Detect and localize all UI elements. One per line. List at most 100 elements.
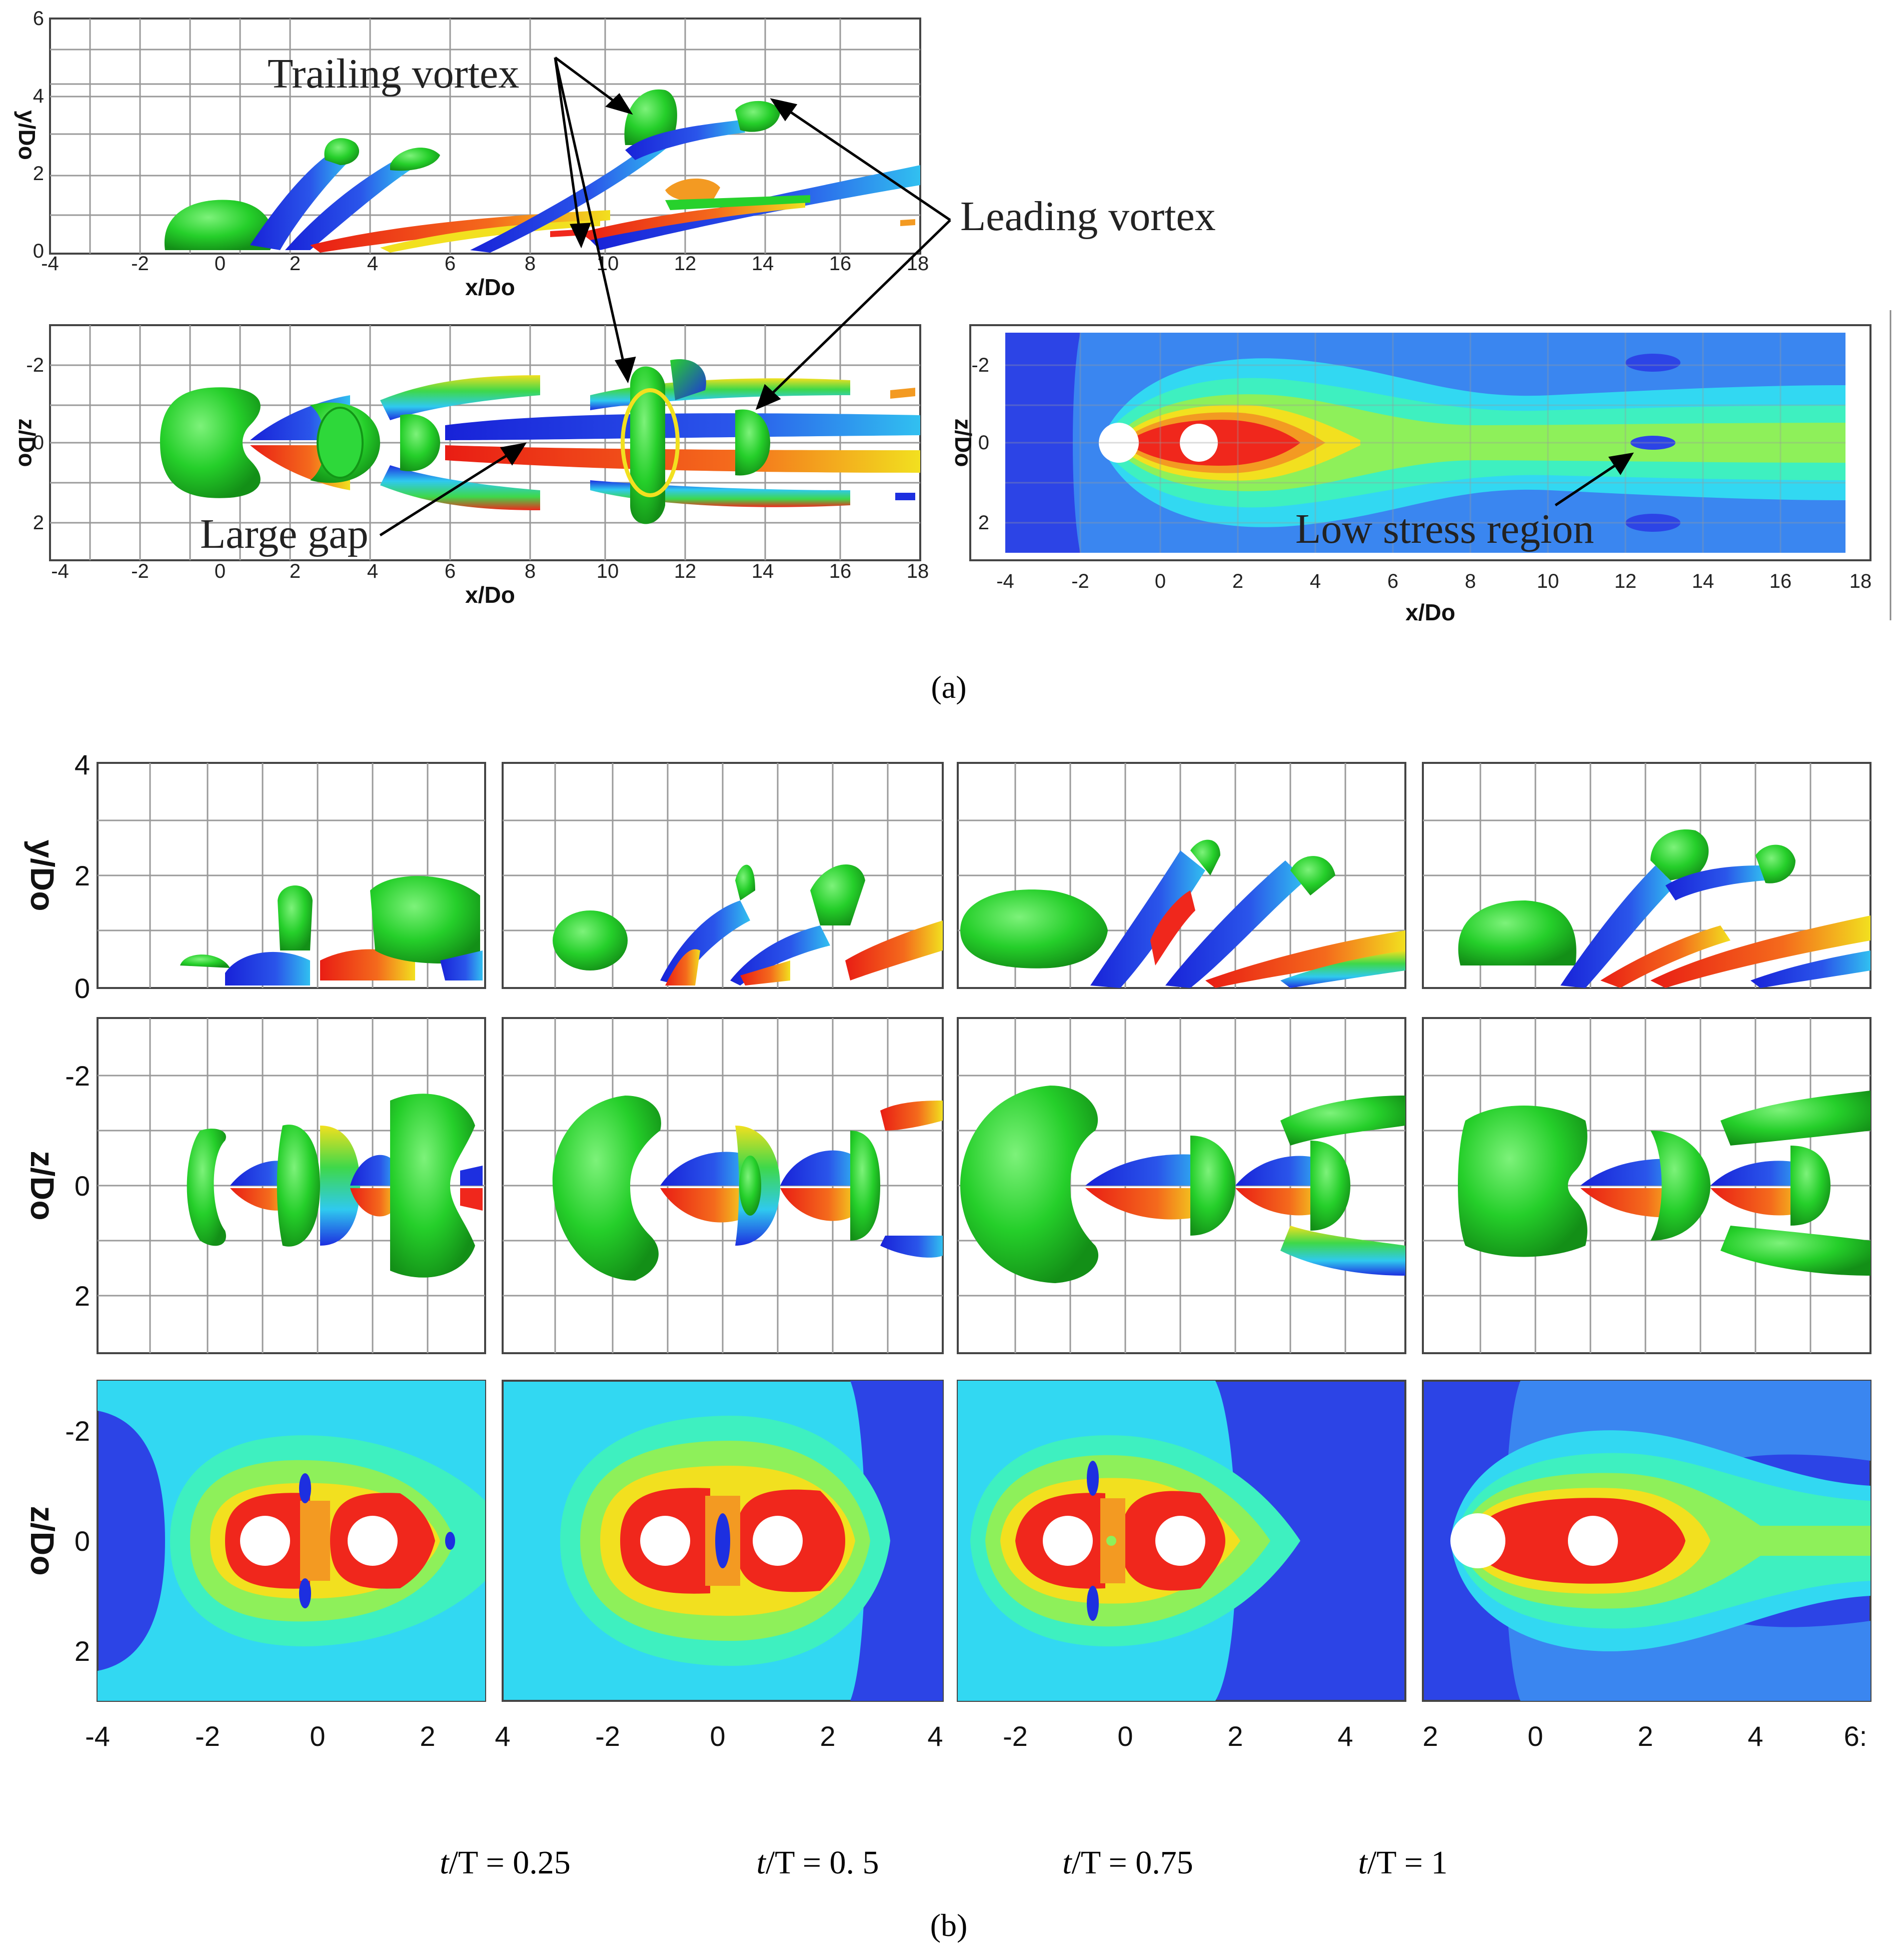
low-stress-region-label: Low stress region <box>1295 506 1594 552</box>
annotation-arrows <box>379 56 1634 537</box>
panel-a-annotations: Trailing vortex Leading vortex Large gap… <box>200 51 1634 705</box>
panel-b-col2-xticks: 4 -2 0 2 4 <box>495 1720 943 1752</box>
x-tick: -2 <box>595 1720 620 1752</box>
x-tick: 0 <box>1527 1720 1543 1752</box>
x-tick: -4 <box>996 570 1014 592</box>
time-label-1: t/T = 0.25 <box>440 1844 571 1881</box>
y-tick: 4 <box>75 749 90 780</box>
x-tick: 0 <box>710 1720 725 1752</box>
x-tick: 2 <box>1227 1720 1243 1752</box>
x-tick: -4 <box>51 560 69 582</box>
x-tick: 18 <box>907 253 929 275</box>
x-tick: -2 <box>1071 570 1089 592</box>
y-tick: 0 <box>33 240 44 262</box>
x-tick: 0 <box>310 1720 325 1752</box>
x-tick: 2 <box>1422 1720 1438 1752</box>
panel-a-side-yticks: 0 2 4 6 <box>33 8 44 262</box>
x-tick: 16 <box>1769 570 1792 592</box>
y-tick: 0 <box>75 1525 90 1557</box>
large-gap-label: Large gap <box>200 511 369 557</box>
x-tick: 2 <box>290 253 301 275</box>
y-tick: 0 <box>978 432 989 454</box>
y-axis-label: z/Do <box>14 418 40 467</box>
x-tick: 8 <box>525 253 536 275</box>
x-tick: -2 <box>195 1720 220 1752</box>
panel-a-side-grid <box>50 19 920 254</box>
panel-a-top-view: -2 0 2 -4 -2 0 2 4 6 8 10 12 14 16 18 x/… <box>14 324 929 608</box>
x-tick: 2 <box>1232 570 1243 592</box>
y-axis-label-side: y/Do <box>24 839 61 911</box>
panel-b-col1 <box>97 762 486 1702</box>
panel-a-label: (a) <box>931 669 966 705</box>
x-tick: 6 <box>445 560 456 582</box>
x-tick: 14 <box>752 253 774 275</box>
y-tick: 6 <box>33 8 44 30</box>
x-tick: 8 <box>1465 570 1476 592</box>
x-tick: -4 <box>85 1720 110 1752</box>
panel-b-time-labels: t/T = 0.25 t/T = 0. 5 t/T = 0.75 t/T = 1 <box>440 1844 1447 1881</box>
x-tick: 2 <box>420 1720 435 1752</box>
x-axis-label: x/Do <box>1405 599 1455 625</box>
x-tick: 0 <box>215 253 226 275</box>
y-tick: -2 <box>65 1415 90 1447</box>
y-tick: 4 <box>33 85 44 107</box>
y-axis-label: z/Do <box>950 418 976 467</box>
y-tick: 0 <box>75 972 90 1004</box>
x-tick: -2 <box>131 253 149 275</box>
trailing-vortex-label: Trailing vortex <box>268 51 519 97</box>
x-tick: 16 <box>829 560 852 582</box>
x-tick: 14 <box>752 560 774 582</box>
panel-a-side-xticks: -4 -2 0 2 4 6 8 10 12 14 16 18 <box>41 253 929 275</box>
x-tick: 4 <box>1747 1720 1763 1752</box>
x-tick: 0 <box>1155 570 1166 592</box>
x-axis-label: x/Do <box>465 274 515 300</box>
x-tick: 6: <box>1844 1720 1867 1752</box>
panel-b-col3 <box>957 762 1406 1702</box>
x-tick: 4 <box>1310 570 1321 592</box>
panel-a-stress-yticks: -2 0 2 <box>971 354 989 534</box>
y-tick: -2 <box>65 1060 90 1092</box>
x-tick: 0 <box>215 560 226 582</box>
y-tick: 2 <box>33 163 44 185</box>
time-label-3: t/T = 0.75 <box>1062 1844 1193 1881</box>
x-tick: 16 <box>829 253 852 275</box>
y-axis-label-top: z/Do <box>24 1151 61 1220</box>
y-tick: 2 <box>978 512 989 534</box>
y-tick: 2 <box>75 860 90 891</box>
panel-b-col2 <box>502 762 944 1702</box>
x-tick: 2 <box>1637 1720 1653 1752</box>
y-tick: 2 <box>75 1635 90 1667</box>
panel-b-col4 <box>1422 762 1871 1702</box>
x-tick: 10 <box>597 560 619 582</box>
x-tick: 10 <box>1537 570 1559 592</box>
leading-vortex-label: Leading vortex <box>960 193 1216 240</box>
x-tick: 12 <box>1614 570 1637 592</box>
x-tick: -2 <box>1003 1720 1028 1752</box>
x-tick: 4 <box>1337 1720 1353 1752</box>
x-tick: 4 <box>367 560 378 582</box>
y-tick: 0 <box>33 432 44 454</box>
x-tick: -2 <box>131 560 149 582</box>
panel-a-stress-xticks: -4 -2 0 2 4 6 8 10 12 14 16 18 <box>996 570 1871 592</box>
x-tick: 0 <box>1117 1720 1133 1752</box>
panel-b-axes: y/Do z/Do z/Do 0 2 4 -2 0 2 -2 0 2 -4 -2… <box>24 749 1867 1752</box>
y-tick: -2 <box>26 354 44 376</box>
x-tick: 12 <box>674 253 697 275</box>
y-tick: 2 <box>33 512 44 534</box>
x-tick: 8 <box>525 560 536 582</box>
x-tick: 12 <box>674 560 697 582</box>
x-tick: 6 <box>1387 570 1398 592</box>
x-tick: 6 <box>445 253 456 275</box>
panel-b-col3-xticks: -2 0 2 4 <box>1003 1720 1353 1752</box>
x-tick: 2 <box>820 1720 835 1752</box>
panel-a-side-vortices <box>164 89 920 253</box>
time-label-4: t/T = 1 <box>1358 1844 1447 1881</box>
x-tick: 18 <box>907 560 929 582</box>
x-axis-label: x/Do <box>465 582 515 608</box>
panel-a-top-yticks: -2 0 2 <box>26 354 44 534</box>
panel-b-col4-xticks: 2 0 2 4 6: <box>1422 1720 1867 1752</box>
y-axis-label: y/Do <box>14 110 40 160</box>
x-tick: 4 <box>367 253 378 275</box>
time-label-2: t/T = 0. 5 <box>756 1844 879 1881</box>
